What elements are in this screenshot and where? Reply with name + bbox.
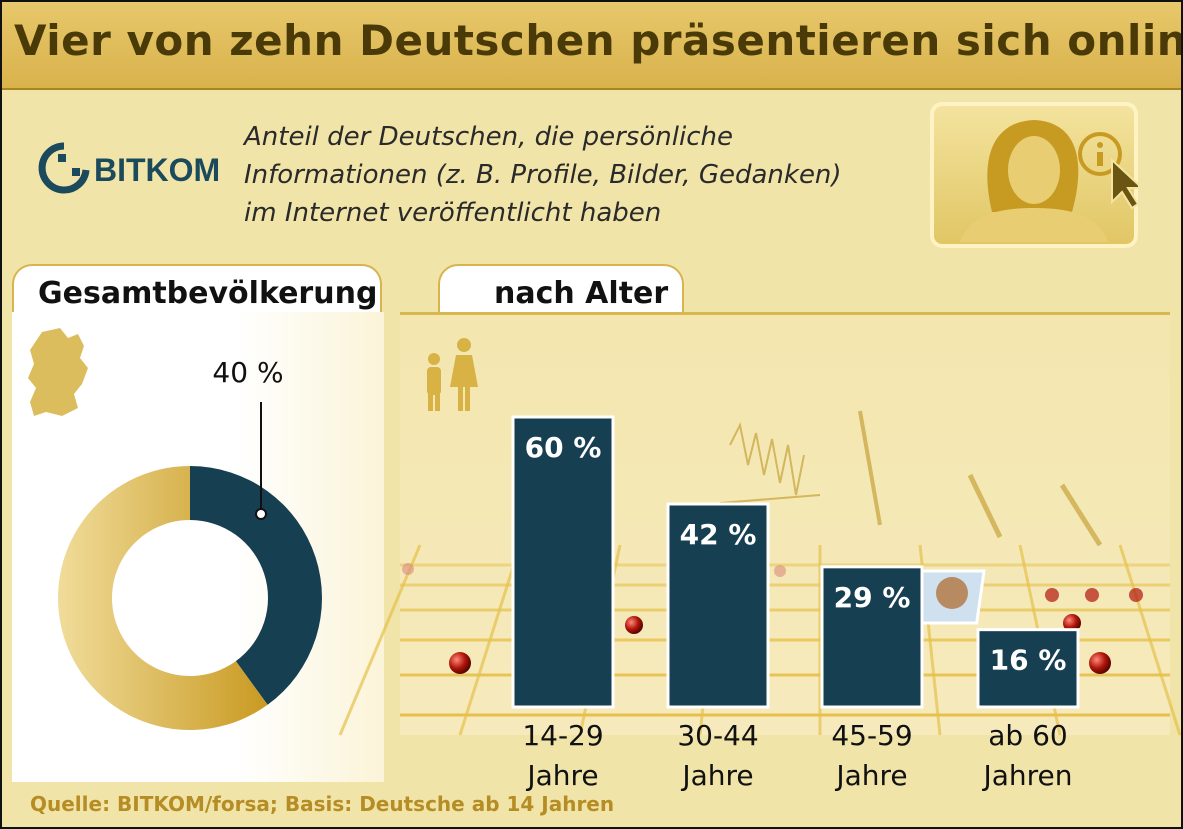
persons-icon <box>427 338 478 411</box>
subtitle-line: Anteil der Deutschen, die persönliche <box>244 122 733 152</box>
x-tick-label: Jahre <box>525 759 598 792</box>
tab-total-population: Gesamtbevölkerung <box>12 264 382 314</box>
x-tick-label: Jahre <box>834 759 907 792</box>
person-with-info-cursor-icon <box>960 120 1145 242</box>
title-bar: Vier von zehn Deutschen präsentieren sic… <box>2 2 1181 90</box>
bitkom-logo: BITKOM <box>34 140 224 200</box>
donut-slice-online <box>190 466 323 705</box>
decorative-signature-scribbles <box>719 410 1103 547</box>
bar <box>820 565 924 709</box>
bitkom-logo-mark-icon <box>38 142 90 194</box>
donut-value-label: 40 % <box>212 356 283 389</box>
callout-dot <box>255 508 267 520</box>
bar-value-label: 42 % <box>680 518 757 551</box>
age-bar-chart: 60 % 42 % 29 % 16 % 14-29 Jahre 30-44 Jahre 45-… <box>338 338 1181 792</box>
germany-map-icon <box>28 328 88 416</box>
x-tick-label: 14-29 <box>522 719 603 752</box>
x-tick-label: 30-44 <box>677 719 758 752</box>
bar <box>976 628 1080 709</box>
bar-value-label: 16 % <box>990 644 1067 677</box>
donut-slice-remaining <box>58 466 268 730</box>
subtitle-line: Informationen (z. B. Profile, Bilder, Ge… <box>244 160 842 190</box>
bar-value-label: 29 % <box>834 581 911 614</box>
decorative-balls <box>402 563 1143 674</box>
x-tick-label: 45-59 <box>831 719 912 752</box>
subtitle-line: im Internet veröffentlicht haben <box>244 198 662 228</box>
source-note: Quelle: BITKOM/forsa; Basis: Deutsche ab… <box>30 792 615 816</box>
donut-chart: 40 % <box>28 328 323 730</box>
bar-value-label: 60 % <box>525 431 602 464</box>
total-population-panel: 40 % <box>12 312 384 782</box>
x-tick-label: Jahren <box>981 759 1072 792</box>
bar <box>666 502 770 709</box>
profile-illustration <box>930 102 1145 248</box>
chart-subtitle: Anteil der Deutschen, die persönliche In… <box>244 118 904 232</box>
x-tick-label: Jahre <box>680 759 753 792</box>
x-tick-label: ab 60 <box>988 719 1067 752</box>
page-title: Vier von zehn Deutschen präsentieren sic… <box>14 16 1183 65</box>
tab-by-age: nach Alter <box>438 264 684 314</box>
bar <box>511 415 615 709</box>
logo-text: BITKOM <box>94 152 221 188</box>
age-panel: 60 % 42 % 29 % 16 % 14-29 Jahre 30-44 Jahre 45-… <box>338 312 1181 792</box>
